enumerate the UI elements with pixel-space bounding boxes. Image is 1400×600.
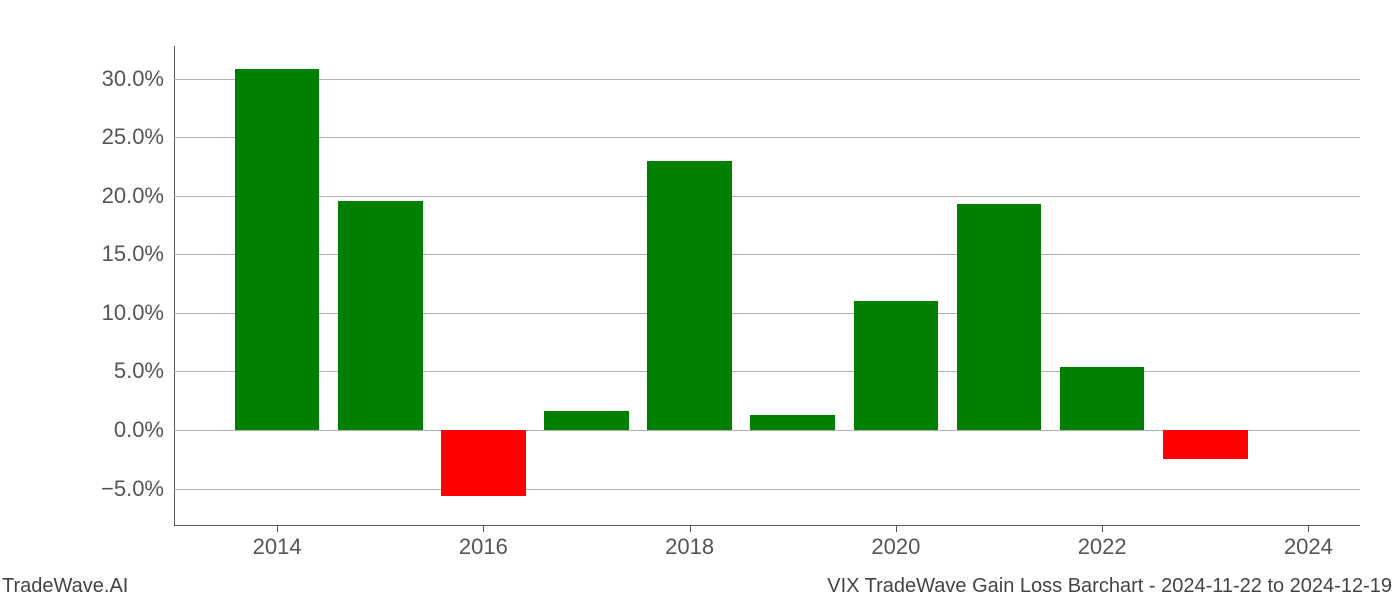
- y-tick-label: 10.0%: [102, 300, 174, 326]
- gridline: [174, 79, 1360, 80]
- footer-caption: VIX TradeWave Gain Loss Barchart - 2024-…: [827, 575, 1392, 598]
- y-tick-label: 5.0%: [114, 358, 174, 384]
- bar: [338, 201, 423, 430]
- y-tick-label: 30.0%: [102, 66, 174, 92]
- y-tick-label: 20.0%: [102, 183, 174, 209]
- x-tick-label: 2022: [1078, 534, 1127, 560]
- x-tick-mark: [896, 526, 897, 532]
- gridline: [174, 196, 1360, 197]
- bar: [235, 69, 320, 430]
- x-tick-mark: [1308, 526, 1309, 532]
- bar: [1163, 430, 1248, 459]
- plot-area: −5.0%0.0%5.0%10.0%15.0%20.0%25.0%30.0%20…: [174, 46, 1360, 526]
- bar: [854, 301, 939, 430]
- chart-container: −5.0% 0.0% 5.0% 10.0% 15.0% 20.0% 25.0% 30.0% 20…: [0, 0, 1400, 600]
- x-tick-label: 2018: [665, 534, 714, 560]
- x-tick-label: 2024: [1284, 534, 1333, 560]
- bar: [441, 430, 526, 496]
- x-tick-label: 2016: [459, 534, 508, 560]
- y-axis-spine: [174, 46, 175, 526]
- x-tick-label: 2014: [253, 534, 302, 560]
- gridline: [174, 137, 1360, 138]
- y-tick-label: −5.0%: [101, 476, 174, 502]
- bar: [957, 204, 1042, 430]
- x-axis-spine: [174, 525, 1360, 526]
- bar: [647, 161, 732, 430]
- x-tick-label: 2020: [871, 534, 920, 560]
- x-tick-mark: [277, 526, 278, 532]
- bar: [544, 411, 629, 430]
- x-tick-mark: [483, 526, 484, 532]
- y-tick-label: 0.0%: [114, 417, 174, 443]
- gridline: [174, 489, 1360, 490]
- bar: [750, 415, 835, 430]
- y-tick-label: 15.0%: [102, 241, 174, 267]
- y-tick-label: 25.0%: [102, 124, 174, 150]
- x-tick-mark: [690, 526, 691, 532]
- x-tick-mark: [1102, 526, 1103, 532]
- footer-brand: TradeWave.AI: [2, 575, 128, 598]
- bar: [1060, 367, 1145, 430]
